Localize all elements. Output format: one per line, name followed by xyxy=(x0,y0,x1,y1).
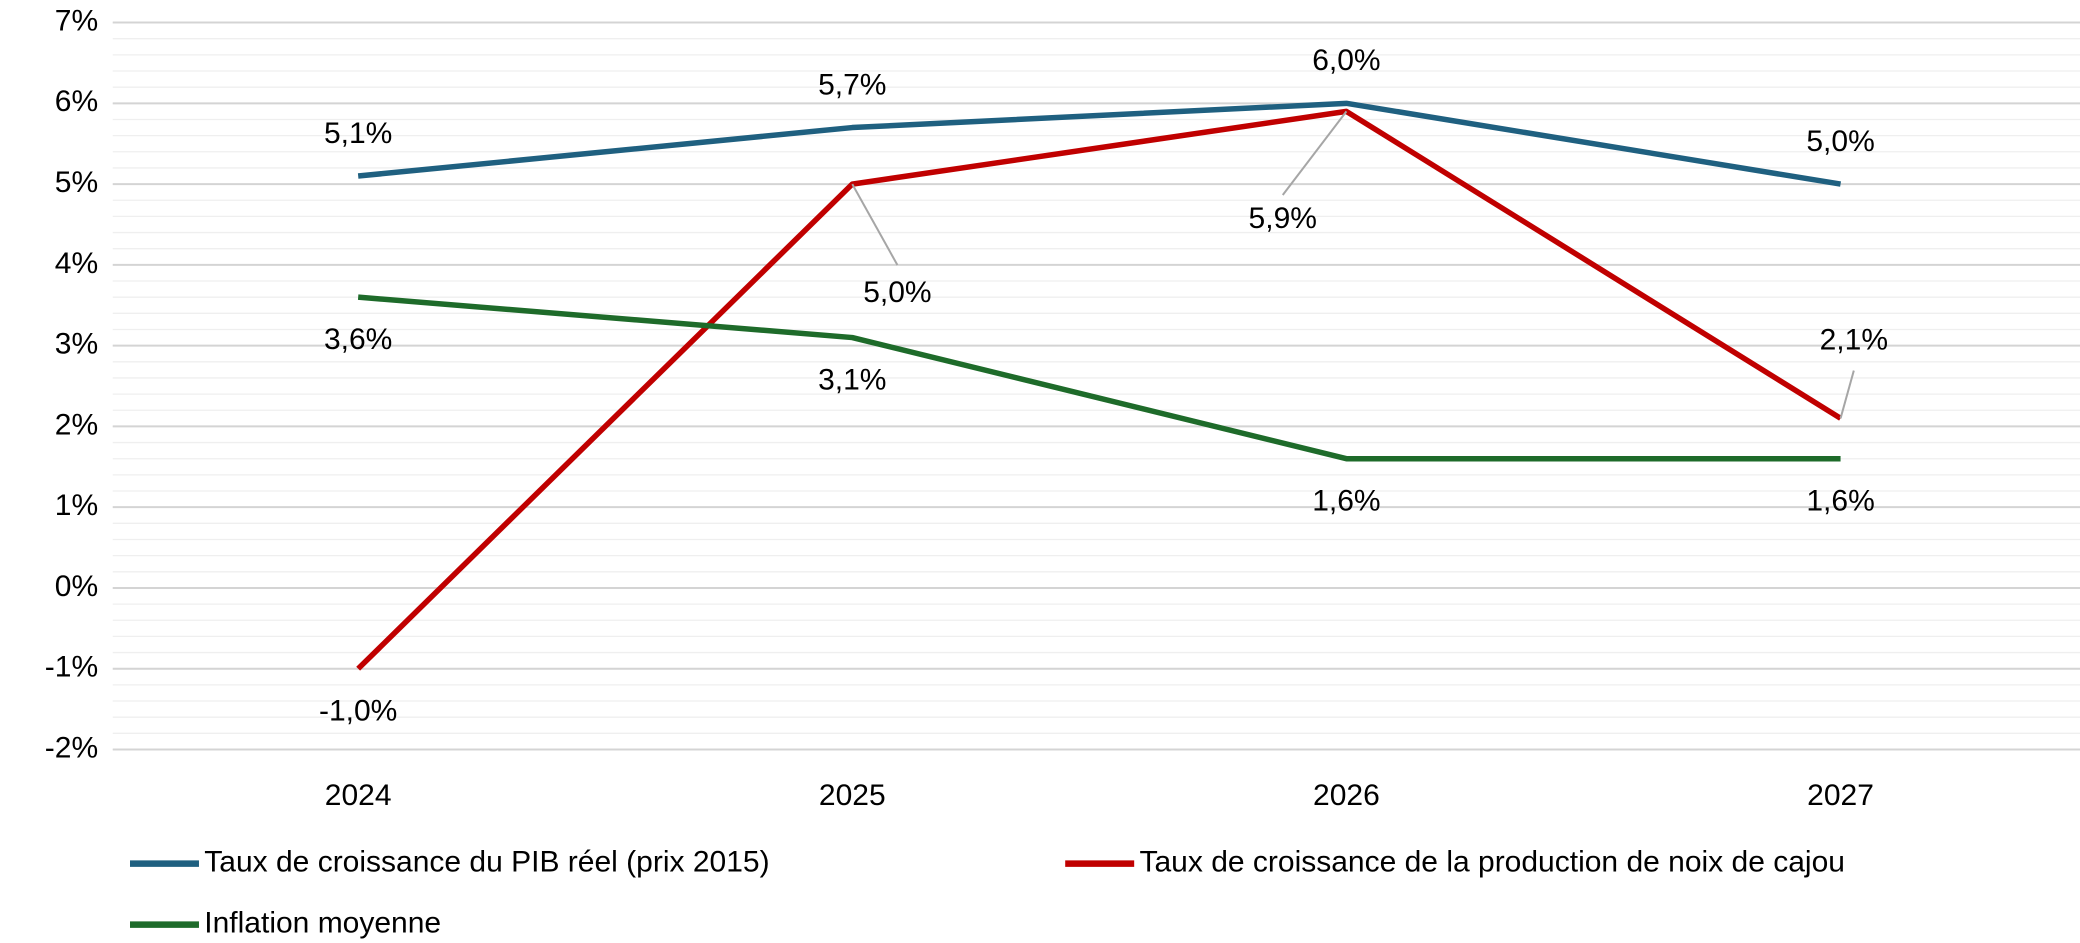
x-tick-label: 2024 xyxy=(325,779,392,812)
leader-line xyxy=(851,183,899,266)
data-label: 1,6% xyxy=(1806,484,1874,517)
leader-line xyxy=(1281,110,1348,196)
data-label: 3,1% xyxy=(818,363,886,396)
y-tick-label: -2% xyxy=(45,731,98,764)
legend-label: Taux de croissance du PIB réel (prix 201… xyxy=(204,845,769,878)
legend-label: Taux de croissance de la production de n… xyxy=(1139,845,1844,878)
line-series xyxy=(357,100,1842,187)
data-label: 1,6% xyxy=(1312,484,1380,517)
y-tick-label: 1% xyxy=(55,489,98,522)
y-tick-label: 7% xyxy=(55,4,98,37)
line-series xyxy=(357,294,1841,462)
data-label: 6,0% xyxy=(1312,44,1380,77)
y-tick-label: -1% xyxy=(45,651,98,684)
y-tick-label: 5% xyxy=(55,166,98,199)
data-label: 5,7% xyxy=(818,68,886,101)
y-tick-label: 4% xyxy=(55,247,98,280)
y-tick-label: 0% xyxy=(55,570,98,603)
x-tick-label: 2025 xyxy=(819,779,886,812)
line-series xyxy=(356,108,1843,671)
data-label: 5,0% xyxy=(1806,125,1874,158)
data-label: 5,9% xyxy=(1249,202,1317,235)
y-tick-label: 2% xyxy=(55,408,98,441)
leader-line xyxy=(1839,370,1855,419)
x-tick-label: 2027 xyxy=(1807,779,1874,812)
data-label: 3,6% xyxy=(324,323,392,356)
data-label: -1,0% xyxy=(319,694,397,727)
y-tick-label: 6% xyxy=(55,85,98,118)
data-label: 5,1% xyxy=(324,117,392,150)
y-tick-label: 3% xyxy=(55,328,98,361)
legend-label: Inflation moyenne xyxy=(204,907,441,940)
x-tick-label: 2026 xyxy=(1313,779,1380,812)
data-label: 2,1% xyxy=(1820,323,1888,356)
data-label: 5,0% xyxy=(863,276,931,309)
